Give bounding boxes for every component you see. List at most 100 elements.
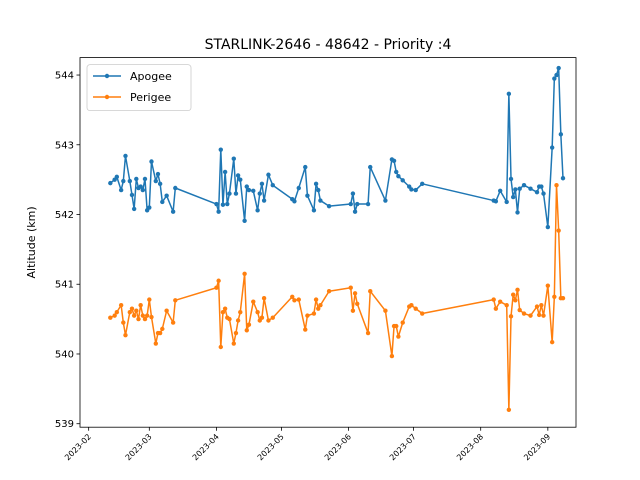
series-line-apogee <box>109 67 564 228</box>
data-point-apogee <box>517 186 522 191</box>
data-point-apogee <box>510 194 516 200</box>
data-point-perigee <box>521 311 527 316</box>
data-point-apogee <box>149 159 154 164</box>
data-point-apogee <box>368 164 373 170</box>
chart-title: STARLINK-2646 - 48642 - Priority :4 <box>205 37 452 53</box>
data-point-perigee <box>493 306 499 311</box>
data-point-perigee <box>123 332 128 338</box>
data-point-apogee <box>142 176 148 182</box>
data-point-apogee <box>365 201 371 207</box>
data-point-apogee <box>238 177 243 182</box>
data-point-perigee <box>121 320 126 325</box>
data-point-apogee <box>316 187 321 193</box>
data-point-perigee <box>233 330 239 336</box>
data-point-perigee <box>216 278 221 283</box>
data-point-perigee <box>251 299 256 304</box>
data-point-perigee <box>170 320 176 325</box>
data-point-apogee <box>216 209 221 214</box>
data-point-apogee <box>121 178 126 184</box>
data-point-perigee <box>160 326 165 332</box>
data-point-apogee <box>266 172 271 177</box>
data-point-apogee <box>541 191 546 196</box>
data-point-perigee <box>138 302 143 308</box>
data-point-apogee <box>420 181 425 187</box>
data-point-perigee <box>413 306 418 311</box>
data-point-apogee <box>539 184 544 189</box>
y-tick-label: 542 <box>55 210 74 221</box>
data-point-apogee <box>394 169 399 175</box>
data-point-apogee <box>222 169 228 175</box>
data-point-perigee <box>259 315 265 320</box>
data-point-apogee <box>123 153 128 159</box>
data-point-apogee <box>396 173 401 179</box>
data-point-perigee <box>173 298 178 303</box>
data-point-apogee <box>549 145 555 150</box>
data-point-perigee <box>513 298 518 303</box>
data-point-perigee <box>326 289 332 294</box>
data-point-apogee <box>259 181 265 187</box>
data-point-apogee <box>153 178 159 184</box>
y-tick-label: 540 <box>55 349 74 360</box>
data-point-perigee <box>510 292 516 297</box>
data-point-perigee <box>149 314 154 320</box>
data-point-apogee <box>129 192 135 198</box>
data-point-perigee <box>218 344 223 350</box>
data-point-perigee <box>235 318 241 323</box>
data-point-apogee <box>554 72 559 78</box>
data-point-perigee <box>539 302 544 308</box>
data-point-apogee <box>108 180 113 186</box>
data-point-apogee <box>218 147 223 152</box>
data-point-perigee <box>134 308 139 313</box>
data-point-perigee <box>127 309 133 315</box>
data-point-perigee <box>365 330 371 336</box>
data-point-apogee <box>244 184 249 189</box>
data-point-perigee <box>231 341 236 346</box>
data-point-perigee <box>266 318 271 323</box>
data-point-perigee <box>517 307 522 313</box>
data-point-perigee <box>350 308 356 313</box>
data-point-perigee <box>355 301 360 306</box>
data-point-perigee <box>491 297 496 302</box>
data-point-apogee <box>305 193 310 198</box>
data-point-apogee <box>155 171 161 177</box>
data-point-apogee <box>257 191 262 196</box>
data-point-apogee <box>493 199 499 204</box>
data-point-apogee <box>233 191 239 196</box>
data-point-perigee <box>352 291 358 296</box>
data-point-perigee <box>534 304 540 309</box>
data-point-perigee <box>389 353 395 359</box>
data-point-apogee <box>350 191 356 196</box>
data-point-apogee <box>296 185 301 191</box>
data-point-apogee <box>220 202 226 207</box>
data-point-apogee <box>147 205 152 210</box>
plot-area <box>80 57 576 428</box>
data-point-apogee <box>164 193 169 198</box>
data-point-apogee <box>140 187 146 193</box>
data-point-perigee <box>261 295 267 301</box>
data-point-perigee <box>528 313 533 318</box>
data-point-perigee <box>316 306 321 311</box>
data-point-perigee <box>255 309 260 315</box>
legend-label-perigee: Perigee <box>130 91 171 104</box>
data-point-perigee <box>318 302 323 308</box>
data-point-perigee <box>112 313 117 318</box>
data-point-perigee <box>556 228 561 233</box>
data-point-apogee <box>261 198 267 203</box>
data-point-perigee <box>394 323 399 329</box>
data-point-perigee <box>508 314 514 319</box>
data-point-apogee <box>114 174 120 180</box>
data-point-apogee <box>157 181 163 187</box>
y-tick-label: 543 <box>55 140 74 151</box>
data-point-perigee <box>144 313 150 318</box>
data-point-perigee <box>220 309 226 315</box>
data-point-apogee <box>227 191 232 196</box>
data-point-perigee <box>348 285 353 290</box>
data-point-apogee <box>534 189 540 195</box>
data-point-perigee <box>108 315 113 320</box>
data-point-perigee <box>147 297 152 302</box>
data-point-apogee <box>413 187 418 193</box>
data-point-perigee <box>396 334 401 339</box>
data-point-apogee <box>355 201 360 207</box>
data-point-apogee <box>558 132 564 137</box>
data-point-apogee <box>515 210 520 215</box>
